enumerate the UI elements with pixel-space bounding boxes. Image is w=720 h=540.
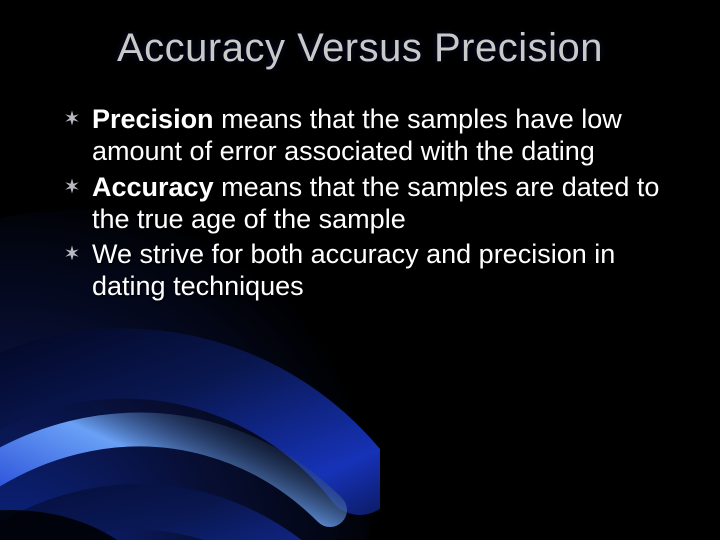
text-run: We strive for both accuracy and precisio… [92,239,615,301]
bullet-item: Precision means that the samples have lo… [62,104,670,168]
bullet-text: Accuracy means that the samples are date… [92,172,659,234]
bullet-item: We strive for both accuracy and precisio… [62,239,670,303]
bold-run: Accuracy [92,172,214,202]
slide-title: Accuracy Versus Precision [0,26,720,71]
slide-body: Precision means that the samples have lo… [62,104,670,307]
bullet-item: Accuracy means that the samples are date… [62,172,670,236]
bullet-text: Precision means that the samples have lo… [92,104,622,166]
bold-run: Precision [92,104,214,134]
slide: Accuracy Versus Precision Precision mean… [0,0,720,540]
maltese-cross-icon [62,108,82,128]
maltese-cross-icon [62,243,82,263]
bullet-text: We strive for both accuracy and precisio… [92,239,615,301]
maltese-cross-icon [62,176,82,196]
